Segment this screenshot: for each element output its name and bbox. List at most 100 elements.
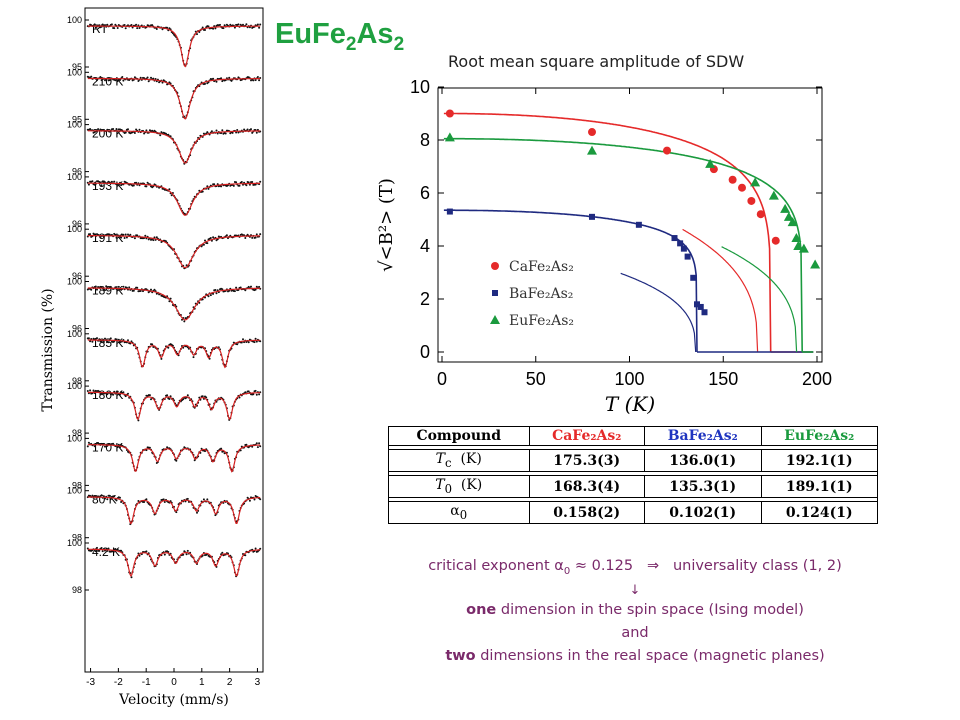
data-point [127, 128, 129, 131]
data-point [255, 393, 258, 396]
alpha-ba-value: 0.102(1) [643, 501, 762, 524]
data-point [258, 442, 261, 445]
y-tick-label: 96 [72, 167, 82, 177]
data-point [99, 128, 102, 131]
data-point [96, 546, 98, 549]
data-point [110, 180, 113, 183]
data-point [133, 132, 136, 134]
data-point [161, 81, 164, 84]
data-point [207, 25, 210, 28]
data-point [116, 548, 119, 551]
y-tick-label: 100 [67, 15, 82, 25]
data-point [255, 233, 258, 236]
data-point [148, 446, 151, 449]
data-point [132, 289, 135, 292]
data-point [202, 243, 205, 246]
x-tick-label: -3 [86, 677, 95, 688]
y-tick-label: 95 [72, 62, 82, 72]
data-point [235, 286, 238, 289]
data-point [255, 285, 258, 288]
data-point [253, 498, 256, 501]
data-point [124, 131, 127, 134]
data-point [107, 547, 110, 550]
data-point [109, 285, 112, 288]
data-point [183, 320, 186, 323]
chart-title: Root mean square amplitude of SDW [448, 52, 745, 71]
y-tick-label: 96 [72, 219, 82, 229]
spectrum-label: 80 K [92, 493, 117, 507]
data-point [107, 341, 110, 344]
spectrum-label: 4.2 K [92, 545, 120, 559]
data-point [259, 445, 262, 448]
data-point [233, 26, 236, 29]
data-point [186, 394, 189, 397]
data-point [209, 237, 212, 239]
data-point [198, 31, 201, 33]
data-point [112, 393, 115, 396]
data-point [136, 286, 139, 289]
data-point [125, 236, 128, 239]
data-point [223, 24, 226, 27]
data-point [133, 76, 136, 79]
row-label-tc: Tc (K) [388, 449, 530, 472]
data-point [123, 24, 126, 26]
data-point [124, 233, 127, 236]
data-point [122, 79, 125, 82]
data-point [114, 548, 117, 550]
notes-line-exponent: critical exponent α0 ≈ 0.125 ⇒ universal… [428, 558, 842, 577]
x-tick-label: 1 [199, 677, 205, 688]
x-tick-label: 2 [227, 677, 233, 688]
row-label-t0: T0 (K) [388, 475, 530, 498]
data-point [213, 183, 216, 186]
data-point [151, 24, 154, 27]
data-point [214, 289, 217, 291]
data-point [154, 78, 157, 80]
data-point [102, 341, 105, 343]
data-point [90, 75, 93, 78]
data-point [137, 500, 140, 502]
data-point [200, 447, 203, 450]
data-point [259, 23, 262, 26]
data-point [231, 131, 234, 134]
data-point [113, 390, 116, 393]
data-point [244, 289, 247, 292]
data-point [119, 496, 121, 499]
y-tick-label: 100 [67, 224, 82, 234]
data-point [121, 76, 124, 78]
data-point [101, 23, 104, 26]
data-point [127, 233, 129, 236]
data-point [259, 498, 262, 501]
spectrum-label: 210 K [92, 74, 123, 88]
data-point [98, 549, 101, 552]
fit-curve [87, 287, 261, 321]
data-point [108, 79, 111, 82]
data-point [91, 340, 94, 343]
data-point [182, 398, 185, 401]
data-point [245, 23, 248, 26]
fit-curve [87, 77, 261, 120]
data-point [159, 134, 162, 137]
data-point [120, 549, 123, 552]
y-tick-label: 98 [72, 585, 82, 595]
data-point [243, 128, 246, 131]
data-point [113, 495, 116, 498]
t0-ca-value: 168.3(4) [528, 475, 645, 498]
data-point [225, 234, 228, 237]
data-point [221, 288, 224, 291]
data-point [252, 393, 255, 396]
data-point [222, 27, 225, 30]
data-point [206, 131, 209, 134]
data-point [129, 233, 132, 236]
data-point [209, 294, 212, 297]
data-point [215, 292, 218, 295]
data-point [167, 133, 170, 136]
data-point [114, 79, 117, 82]
data-point [258, 393, 261, 396]
data-point [109, 337, 112, 340]
data-point [145, 550, 148, 553]
data-point [254, 547, 257, 550]
data-point [106, 393, 109, 396]
data-point [92, 389, 95, 392]
y-tick-label: 96 [72, 324, 82, 334]
data-point [170, 194, 173, 197]
